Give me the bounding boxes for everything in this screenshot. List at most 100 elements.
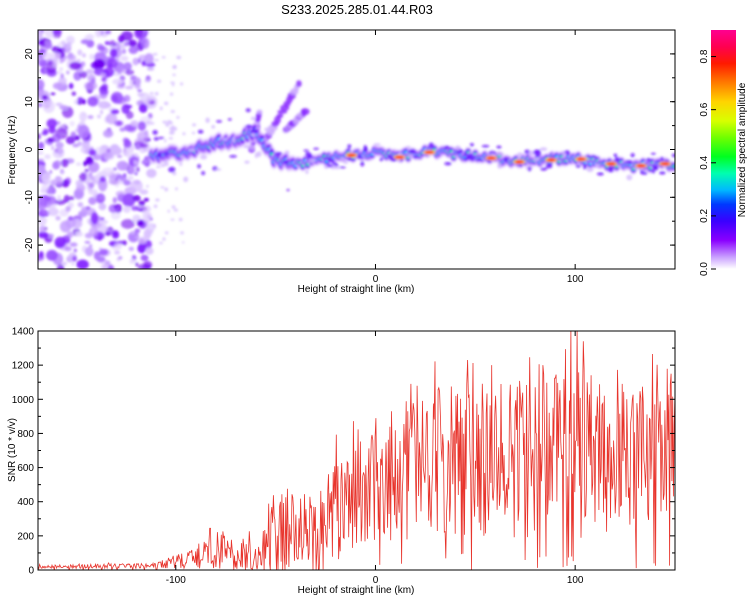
noise-blob <box>52 82 63 90</box>
noise-blob <box>55 141 64 149</box>
scatter-blob <box>504 157 509 162</box>
noise-blob <box>116 257 121 262</box>
noise-blob <box>60 73 64 79</box>
scatter-blob <box>455 145 461 151</box>
y-tick-label: 600 <box>17 463 34 474</box>
echo-blob <box>276 113 284 119</box>
scatter-blob <box>217 145 221 149</box>
scatter-blob <box>496 152 505 157</box>
noise-blob <box>108 178 115 185</box>
noise-blob <box>51 46 62 53</box>
scatter-blob <box>200 154 208 160</box>
scatter-blob <box>343 160 349 165</box>
scatter-blob <box>183 176 189 183</box>
noise-blob <box>65 177 72 185</box>
noise-blob <box>73 248 77 253</box>
noise-blob <box>172 73 176 76</box>
noise-blob <box>176 116 180 119</box>
noise-blob <box>171 83 175 87</box>
noise-blob <box>55 102 63 107</box>
scatter-blob <box>346 157 353 161</box>
noise-blob <box>144 220 149 224</box>
echo-blob <box>256 109 263 115</box>
noise-blob <box>116 171 120 175</box>
scatter-blob <box>463 150 467 156</box>
noise-blob <box>113 204 118 209</box>
noise-blob <box>38 151 44 155</box>
snr-xlabel: Height of straight line (km) <box>298 585 415 596</box>
noise-blob <box>80 39 90 45</box>
noise-blob <box>141 60 147 67</box>
scatter-blob <box>303 149 309 152</box>
noise-blob <box>113 72 121 77</box>
scatter-blob <box>197 129 204 134</box>
noise-blob <box>119 127 126 132</box>
noise-blob <box>146 98 152 102</box>
noise-blob <box>116 160 129 171</box>
noise-blob <box>178 217 183 222</box>
scatter-blob <box>613 153 618 158</box>
noise-blob <box>128 246 135 252</box>
noise-blob <box>134 172 138 176</box>
noise-blob <box>57 194 61 201</box>
scatter-blob <box>244 160 250 164</box>
scatter-blob <box>528 150 535 156</box>
noise-blob <box>41 183 49 193</box>
noise-blob <box>63 194 70 203</box>
noise-blob <box>143 260 153 269</box>
noise-blob <box>114 179 120 188</box>
scatter-blob <box>586 167 594 173</box>
noise-blob <box>144 79 149 82</box>
noise-blob <box>77 97 84 102</box>
scatter-blob <box>379 157 384 162</box>
hot-spot <box>546 158 556 162</box>
scatter-blob <box>222 137 228 142</box>
x-tick-label: 100 <box>567 575 584 586</box>
noise-blob <box>84 240 91 244</box>
noise-blob <box>98 219 107 225</box>
noise-blob <box>44 154 51 160</box>
scatter-blob <box>192 123 197 127</box>
noise-blob <box>172 171 177 176</box>
noise-blob <box>141 159 150 165</box>
noise-blob <box>121 104 130 115</box>
noise-blob <box>139 189 149 195</box>
noise-blob <box>136 92 145 97</box>
noise-blob <box>141 37 150 49</box>
scatter-blob <box>532 156 540 162</box>
noise-blob <box>101 83 109 91</box>
noise-blob <box>129 258 136 264</box>
noise-blob <box>59 60 64 64</box>
hot-spot <box>394 155 404 159</box>
scatter-blob <box>188 148 196 152</box>
scatter-blob <box>363 145 368 151</box>
noise-blob <box>42 99 55 114</box>
noise-blob <box>39 225 46 233</box>
noise-blob <box>155 198 160 202</box>
noise-blob <box>46 118 58 129</box>
noise-blob <box>137 89 143 93</box>
hot-spot <box>424 150 434 154</box>
noise-blob <box>97 45 106 52</box>
noise-blob <box>111 230 120 240</box>
noise-blob <box>143 197 149 202</box>
noise-blob <box>102 129 114 138</box>
noise-blob <box>75 128 79 133</box>
scatter-blob <box>405 145 411 150</box>
noise-blob <box>180 231 184 235</box>
scatter-blob <box>168 166 176 173</box>
noise-blob <box>127 175 134 181</box>
scatter-blob <box>596 172 604 176</box>
noise-blob <box>112 78 124 85</box>
scatter-blob <box>496 145 502 149</box>
noise-blob <box>64 246 72 252</box>
noise-blob <box>56 71 62 75</box>
noise-blob <box>123 62 132 71</box>
noise-blob <box>57 42 65 48</box>
colorbar-label: Normalized spectral amplitude <box>737 82 748 217</box>
noise-blob <box>149 122 155 125</box>
scatter-blob <box>327 157 332 163</box>
noise-blob <box>48 233 55 239</box>
noise-blob <box>163 162 169 167</box>
